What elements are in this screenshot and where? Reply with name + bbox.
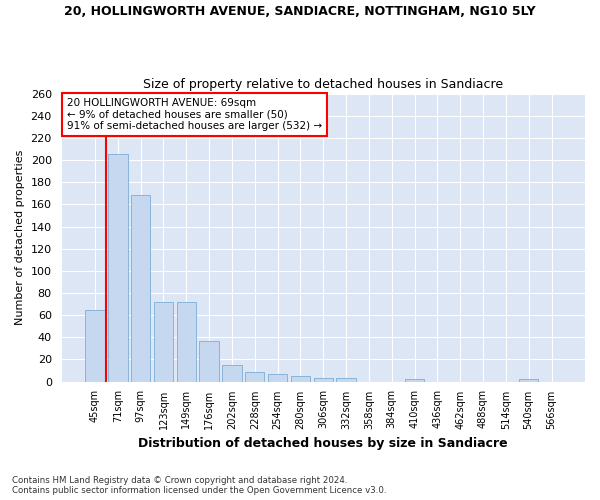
Bar [108, 154, 128, 382]
Text: 20, HOLLINGWORTH AVENUE, SANDIACRE, NOTTINGHAM, NG10 5LY: 20, HOLLINGWORTH AVENUE, SANDIACRE, NOTT… [64, 5, 536, 18]
Bar [222, 365, 242, 382]
Text: Contains HM Land Registry data © Crown copyright and database right 2024.
Contai: Contains HM Land Registry data © Crown c… [12, 476, 386, 495]
Bar [268, 374, 287, 382]
Bar [405, 380, 424, 382]
Bar [131, 196, 151, 382]
Text: 20 HOLLINGWORTH AVENUE: 69sqm
← 9% of detached houses are smaller (50)
91% of se: 20 HOLLINGWORTH AVENUE: 69sqm ← 9% of de… [67, 98, 322, 131]
Y-axis label: Number of detached properties: Number of detached properties [15, 150, 25, 326]
Title: Size of property relative to detached houses in Sandiacre: Size of property relative to detached ho… [143, 78, 503, 91]
X-axis label: Distribution of detached houses by size in Sandiacre: Distribution of detached houses by size … [139, 437, 508, 450]
Bar [291, 376, 310, 382]
Bar [85, 310, 105, 382]
Bar [519, 380, 538, 382]
Bar [176, 302, 196, 382]
Bar [245, 372, 265, 382]
Bar [154, 302, 173, 382]
Bar [314, 378, 333, 382]
Bar [337, 378, 356, 382]
Bar [199, 340, 219, 382]
